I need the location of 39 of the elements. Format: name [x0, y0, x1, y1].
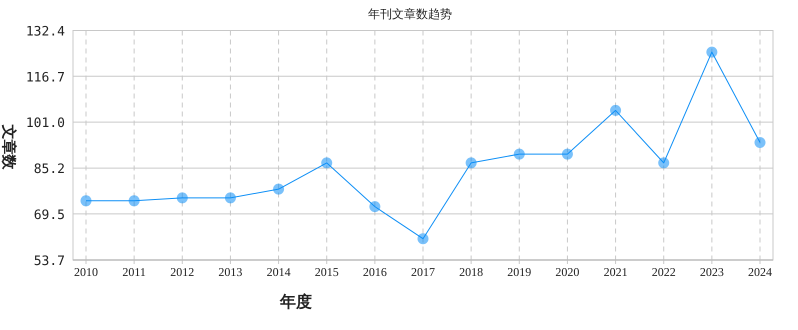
x-tick-label: 2011 [122, 265, 146, 279]
y-tick-label: 132.4 [26, 24, 66, 40]
point [466, 157, 477, 168]
y-tick-label: 69.5 [34, 208, 65, 223]
x-tick-label: 2021 [604, 265, 628, 279]
y-axis-title: 文章数 [0, 124, 18, 170]
x-tick-label: 2013 [218, 265, 242, 279]
point [369, 201, 380, 212]
point [610, 104, 622, 116]
x-tick-label: 2014 [266, 265, 291, 279]
y-tick-label: 116.7 [26, 70, 65, 86]
point [706, 46, 718, 58]
x-tick-label: 2020 [555, 265, 580, 279]
x-tick-label: 2017 [411, 265, 435, 279]
x-tick-label: 2018 [459, 265, 484, 279]
y-tick-label: 53.7 [34, 254, 65, 269]
x-tick-label: 2015 [314, 265, 339, 279]
point [80, 195, 92, 206]
point [273, 184, 284, 195]
x-axis-title: 年度 [279, 292, 312, 311]
y-tick-label: 85.2 [34, 162, 65, 178]
point [128, 195, 140, 206]
x-tick-label: 2024 [748, 265, 772, 279]
point [321, 157, 332, 168]
x-tick-label: 2019 [507, 265, 532, 279]
point [754, 136, 766, 148]
point [176, 192, 188, 204]
x-tick-label: 2023 [700, 265, 724, 279]
point [514, 148, 525, 160]
point [418, 233, 428, 244]
point [658, 157, 670, 168]
x-tick-label: 2022 [652, 265, 676, 279]
y-tick-label: 101.0 [26, 116, 65, 132]
point [562, 148, 573, 160]
chart-title: 年刊文章数趋势 [368, 7, 452, 21]
x-tick-label: 2010 [74, 265, 98, 279]
point [224, 192, 236, 204]
x-tick-label: 2016 [362, 265, 387, 279]
x-tick-label: 2012 [170, 265, 194, 279]
